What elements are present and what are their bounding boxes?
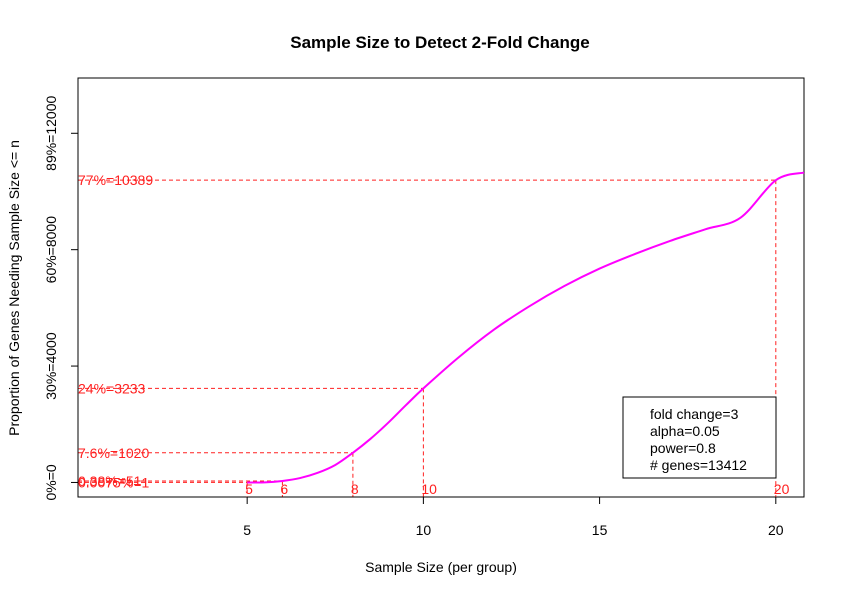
reference-y-label: 7.6%=1020 bbox=[78, 445, 149, 461]
reference-y-label: 77%=10389 bbox=[78, 172, 153, 188]
x-tick-label: 20 bbox=[768, 522, 784, 538]
legend-line-power: power=0.8 bbox=[650, 440, 716, 456]
reference-x-label: 10 bbox=[421, 481, 437, 497]
x-axis: 5 10 15 20 bbox=[243, 496, 784, 538]
x-tick-label: 15 bbox=[592, 522, 608, 538]
y-tick-label: 0%=0 bbox=[43, 464, 59, 500]
x-tick-label: 10 bbox=[416, 522, 432, 538]
reference-y-label: 0.38%=51 bbox=[78, 473, 142, 489]
series-line bbox=[247, 171, 805, 484]
y-axis-label: Proportion of Genes Needing Sample Size … bbox=[6, 140, 22, 436]
reference-x-label: 8 bbox=[351, 481, 359, 497]
x-tick-label: 5 bbox=[243, 522, 251, 538]
y-axis: 0%=0 30%=4000 60%=8000 89%=12000 bbox=[43, 96, 79, 501]
legend-line-alpha: alpha=0.05 bbox=[650, 423, 720, 439]
legend-line-genes: # genes=13412 bbox=[650, 457, 747, 473]
series-group bbox=[247, 171, 805, 484]
legend: fold change=3 alpha=0.05 power=0.8 # gen… bbox=[622, 396, 777, 479]
x-axis-label: Sample Size (per group) bbox=[365, 559, 517, 575]
reference-x-label: 6 bbox=[280, 481, 288, 497]
y-tick-label: 60%=8000 bbox=[43, 216, 59, 284]
reference-lines bbox=[78, 179, 777, 497]
reference-y-label: 24%=3233 bbox=[78, 380, 146, 396]
reference-x-label: 5 bbox=[245, 481, 253, 497]
reference-x-label: 20 bbox=[774, 481, 790, 497]
y-tick-label: 89%=12000 bbox=[43, 96, 59, 171]
legend-line-fold-change: fold change=3 bbox=[650, 406, 739, 422]
legend-box bbox=[622, 396, 777, 479]
reference-y-label: 0.0075%=1 bbox=[78, 474, 149, 490]
chart-title: Sample Size to Detect 2-Fold Change bbox=[290, 33, 589, 52]
y-tick-label: 30%=4000 bbox=[43, 332, 59, 400]
reference-labels: 0.0075%=1 5 0.38%=51 6 7.6%=1020 8 24%=3233 10 7… bbox=[78, 172, 790, 497]
